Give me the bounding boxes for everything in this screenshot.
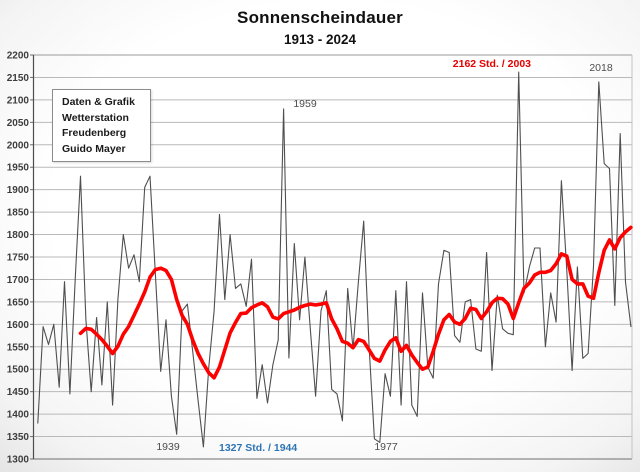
- y-axis-label: 1600: [7, 320, 30, 331]
- annotation-1959: 1959: [293, 98, 317, 110]
- y-axis-label: 2000: [7, 140, 30, 151]
- y-axis-label: 1300: [7, 455, 30, 466]
- y-axis-label: 1350: [7, 432, 30, 443]
- y-axis-label: 1500: [7, 365, 30, 376]
- y-axis-label: 1450: [7, 387, 30, 398]
- y-axis-label: 1400: [7, 410, 30, 421]
- info-box: Daten & Grafik Wetterstation Freudenberg…: [52, 89, 151, 162]
- y-axis-label: 1850: [7, 208, 30, 219]
- info-box-line-3: Freudenberg: [62, 127, 127, 139]
- y-axis-label: 1650: [7, 297, 30, 308]
- info-box-line-4: Guido Mayer: [62, 142, 126, 155]
- y-axis-label: 1800: [7, 230, 30, 241]
- y-axis-label: 1750: [7, 253, 30, 264]
- y-axis-label: 2050: [7, 118, 30, 129]
- annotation-1977: 1977: [374, 441, 398, 453]
- y-axis-label: 1700: [7, 275, 30, 286]
- annotation-2162-2003: 2162 Std. / 2003: [453, 58, 531, 70]
- info-box-line-1: Daten & Grafik: [62, 96, 135, 108]
- y-axis-label: 2100: [7, 95, 30, 106]
- series-annual-line: [37, 71, 632, 448]
- y-axis-label: 1950: [7, 163, 30, 174]
- annotation-1939: 1939: [156, 441, 180, 453]
- y-axis-label: 1900: [7, 185, 30, 196]
- y-axis-label: 2200: [7, 51, 30, 62]
- annotation-1327-1944: 1327 Std. / 1944: [219, 442, 297, 454]
- annotation-2018: 2018: [589, 62, 613, 74]
- info-box-line-2: Wetterstation: [62, 111, 129, 124]
- y-axis-label: 1550: [7, 342, 30, 353]
- y-axis-label: 2150: [7, 73, 30, 84]
- series-smoothed-line: [78, 225, 633, 380]
